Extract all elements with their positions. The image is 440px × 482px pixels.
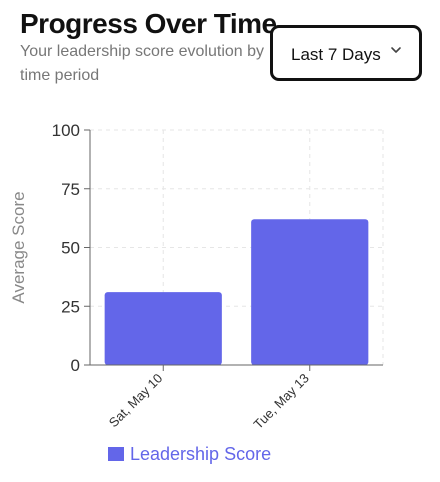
chart-legend: Leadership Score [108,443,271,465]
y-tick-label: 50 [61,239,80,258]
y-tick-label: 100 [52,121,80,140]
y-axis-title: Average Score [9,191,28,303]
time-range-label: Last 7 Days [291,45,381,65]
page-title: Progress Over Time [20,8,277,40]
page-subtitle: Your leadership score evolution by time … [20,40,270,88]
y-tick-label: 0 [71,356,80,375]
y-tick-label: 25 [61,297,80,316]
legend-swatch [108,447,124,461]
chevron-down-icon [389,43,403,57]
x-tick-label: Sat, May 10 [106,371,166,431]
y-tick-label: 75 [61,180,80,199]
bar-chart: 0 25 50 75 100 Sat, May 10 Tue, May 13 Average … [0,110,440,440]
bar [105,292,222,365]
legend-label: Leadership Score [130,444,271,465]
time-range-select[interactable]: Last 7 Days [270,25,422,81]
bar [251,219,368,365]
x-tick-label: Tue, May 13 [251,371,312,432]
